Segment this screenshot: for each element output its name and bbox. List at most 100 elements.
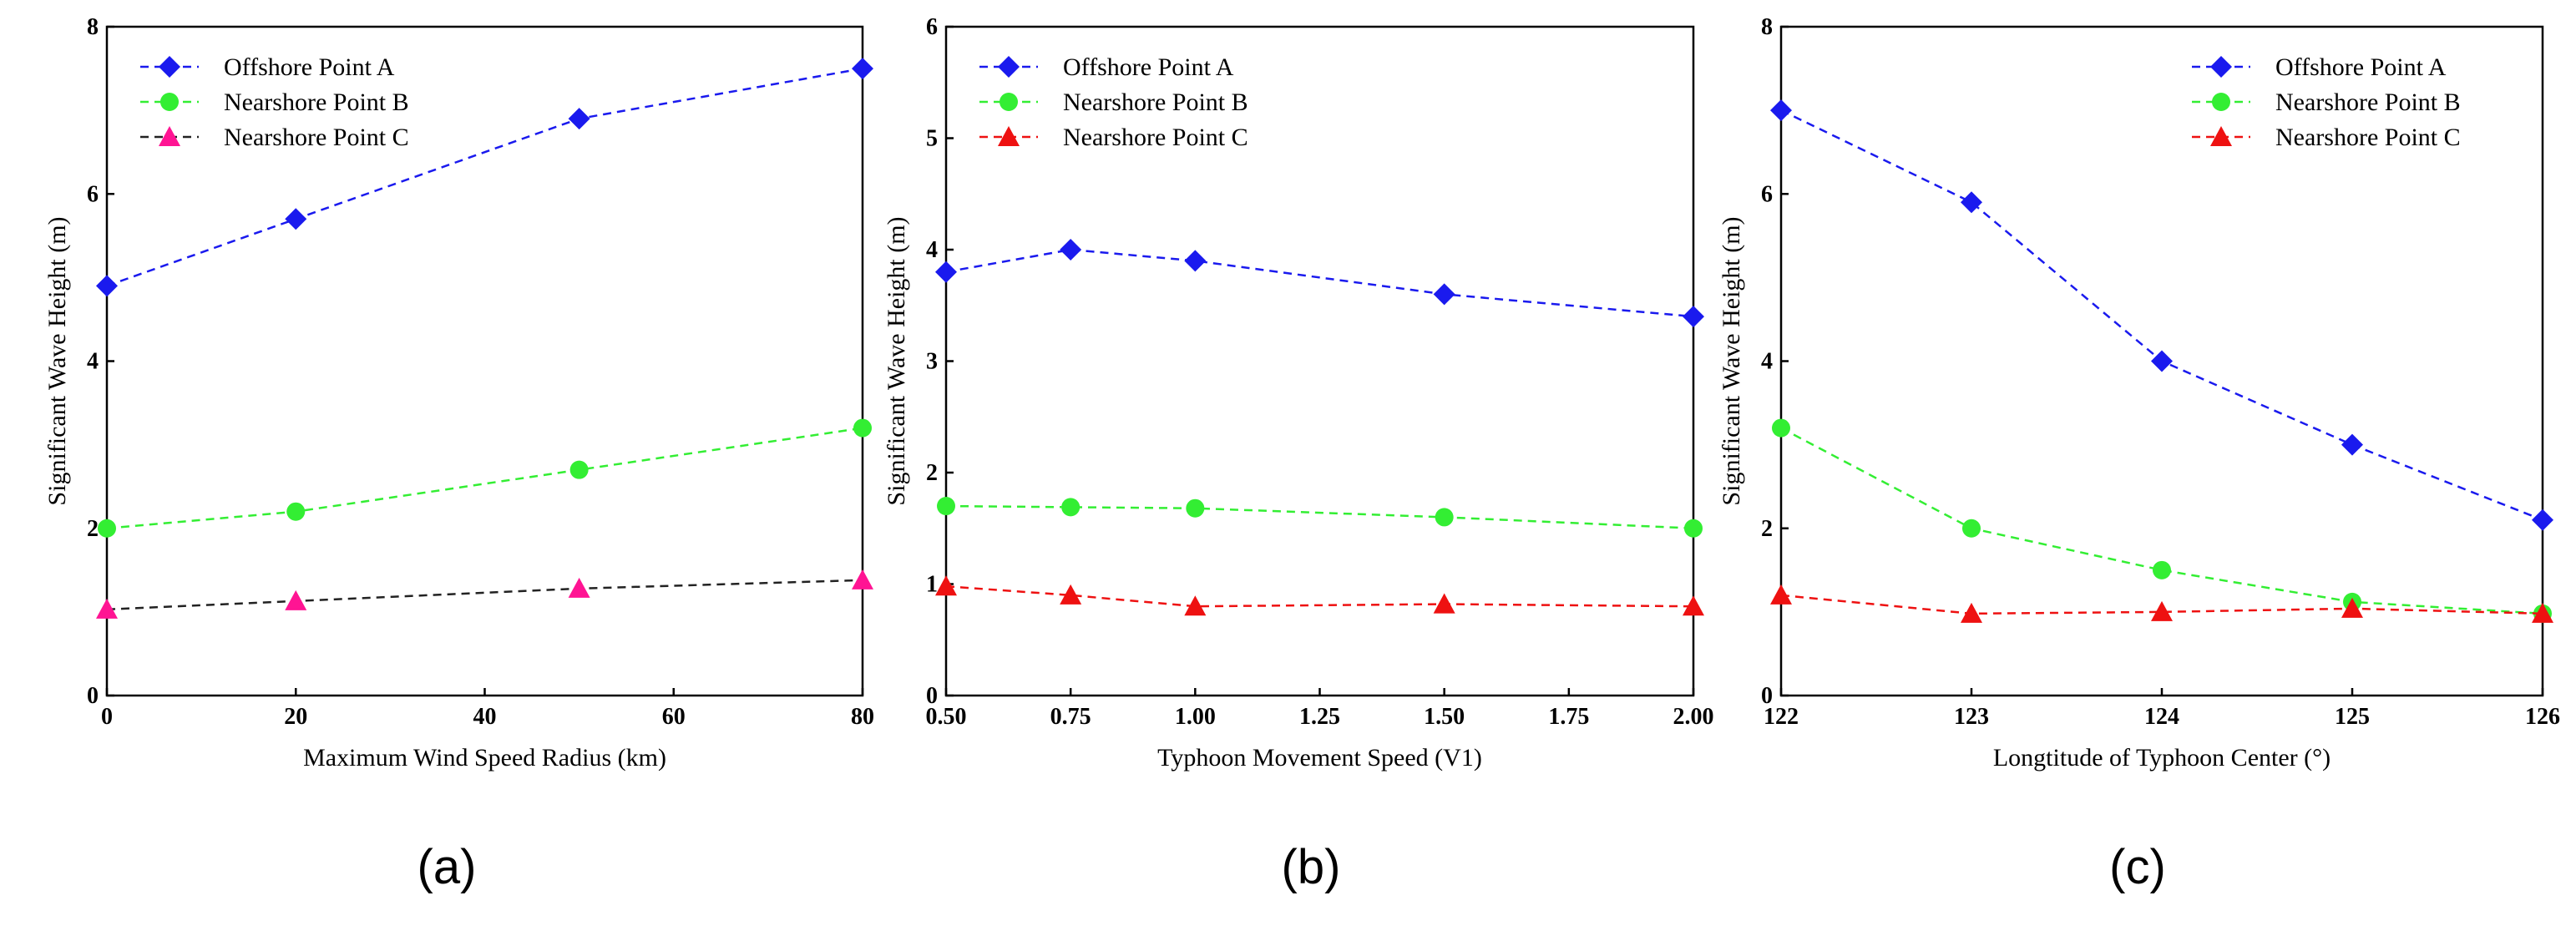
- legend-entry: Offshore Point A: [2275, 53, 2447, 81]
- data-point-2-5: [1684, 519, 1703, 538]
- data-point-3-5: [2532, 602, 2553, 623]
- data-point-2-3: [2153, 560, 2171, 579]
- data-point-3-4: [2341, 597, 2363, 618]
- data-point-1-4: [2341, 433, 2363, 456]
- data-point-2-3: [1186, 498, 1205, 518]
- data-point-1-3: [1184, 250, 1207, 272]
- chart-panel-b: 0 1 2 3 4 5 6 0.50 0.75 1.00 1.25 1.50 1.75 2.00 Typho…: [883, 14, 1714, 894]
- y-tick-label: 6: [87, 181, 99, 207]
- data-point-3-4: [1433, 593, 1455, 614]
- x-tick-label: 2.00: [1673, 704, 1714, 730]
- data-point-2-4: [853, 418, 872, 438]
- x-tick-label: 40: [473, 704, 497, 730]
- x-tick-label: 123: [1954, 704, 1989, 730]
- plot-frame: [944, 25, 1695, 697]
- legend-entry: Nearshore Point B: [224, 89, 409, 116]
- data-point-2-3: [569, 460, 589, 479]
- legend-marker: [160, 93, 179, 111]
- legend-entry: Offshore Point A: [1063, 53, 1234, 81]
- data-point-2-1: [1772, 418, 1790, 438]
- legend-marker: [2210, 56, 2232, 78]
- data-point-3-2: [285, 589, 307, 610]
- y-tick-label: 2: [926, 460, 938, 486]
- data-point-3-4: [852, 569, 873, 589]
- x-tick-label: 60: [662, 704, 686, 730]
- panel-label: (a): [418, 840, 477, 894]
- legend-entry: Nearshore Point B: [2275, 89, 2461, 116]
- data-point-1-1: [96, 275, 118, 297]
- data-point-1-4: [1433, 283, 1455, 306]
- plot-frame: [105, 25, 864, 697]
- x-tick-label: 125: [2335, 704, 2370, 730]
- data-point-1-5: [1683, 306, 1704, 328]
- panel-label: (b): [1282, 840, 1341, 894]
- series-line-2: [945, 504, 1694, 529]
- series-line-2: [1780, 427, 2543, 615]
- data-point-3-1: [935, 575, 957, 596]
- data-point-2-2: [1061, 498, 1081, 517]
- data-point-2-4: [1435, 508, 1454, 527]
- y-tick-label: 8: [1761, 14, 1773, 40]
- x-axis-label: Maximum Wind Speed Radius (km): [303, 744, 666, 772]
- x-tick-label: 1.00: [1175, 704, 1216, 730]
- data-point-3-3: [2151, 600, 2173, 621]
- x-tick-label: 0.50: [926, 704, 967, 730]
- legend-entry: Nearshore Point B: [1063, 89, 1248, 116]
- chart-panel-c: 0 2 4 6 8 122 123 124 125 126 Longtitude of Typhoo…: [1718, 14, 2560, 894]
- y-tick-label: 0: [926, 683, 938, 709]
- x-axis-label: Typhoon Movement Speed (V1): [1157, 744, 1482, 772]
- series-line-1: [1780, 109, 2543, 521]
- data-point-3-1: [1770, 584, 1792, 605]
- data-point-1-3: [2151, 350, 2173, 372]
- data-point-1-2: [1060, 239, 1082, 261]
- series-line-2: [106, 427, 863, 529]
- legend-marker: [998, 126, 1020, 147]
- series-line-1: [106, 67, 863, 287]
- x-tick-label: 124: [2144, 704, 2179, 730]
- x-tick-label: 80: [851, 704, 874, 730]
- y-tick-label: 5: [926, 126, 938, 152]
- legend-marker: [159, 126, 180, 147]
- y-tick-label: 4: [926, 237, 938, 263]
- data-point-1-2: [1961, 191, 1982, 214]
- y-tick-label: 6: [1761, 181, 1773, 207]
- y-tick-label: 3: [926, 349, 938, 375]
- y-tick-label: 8: [87, 14, 99, 40]
- x-tick-label: 1.75: [1548, 704, 1589, 730]
- x-tick-label: 122: [1764, 704, 1799, 730]
- x-tick-label: 0.75: [1050, 704, 1091, 730]
- data-point-2-2: [286, 502, 306, 521]
- y-axis-label: Significant Wave Height (m): [43, 216, 71, 505]
- x-tick-label: 0: [101, 704, 113, 730]
- data-point-3-1: [96, 598, 118, 619]
- x-tick-label: 20: [284, 704, 307, 730]
- data-point-3-2: [1060, 584, 1082, 605]
- data-point-1-3: [568, 108, 590, 130]
- data-point-3-2: [1961, 602, 1982, 623]
- data-point-3-3: [568, 577, 590, 598]
- data-point-2-2: [1962, 519, 1981, 538]
- data-point-1-1: [1770, 99, 1792, 122]
- legend-marker: [2210, 126, 2232, 147]
- series-line-3: [945, 584, 1694, 608]
- y-tick-label: 1: [926, 572, 938, 598]
- data-point-3-3: [1184, 595, 1207, 616]
- legend-marker: [159, 56, 180, 78]
- legend-entry: Nearshore Point C: [224, 124, 409, 151]
- series-line-3: [106, 579, 863, 611]
- x-tick-label: 1.50: [1424, 704, 1465, 730]
- y-axis-label: Significant Wave Height (m): [883, 216, 910, 505]
- series-line-1: [945, 248, 1694, 318]
- data-point-2-1: [98, 519, 116, 538]
- y-tick-label: 0: [1761, 683, 1773, 709]
- legend-marker: [2212, 93, 2230, 111]
- legend-entry: Offshore Point A: [224, 53, 395, 81]
- legend-entry: Nearshore Point C: [1063, 124, 1248, 151]
- y-tick-label: 2: [87, 516, 99, 542]
- x-tick-label: 1.25: [1299, 704, 1340, 730]
- data-point-1-5: [2532, 509, 2553, 531]
- panel-label: (c): [2109, 840, 2166, 894]
- legend-entry: Nearshore Point C: [2275, 124, 2461, 151]
